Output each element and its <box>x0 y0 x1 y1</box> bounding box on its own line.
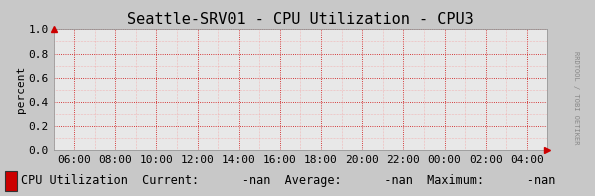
Text: RRDTOOL / TOBI OETIKER: RRDTOOL / TOBI OETIKER <box>573 51 579 145</box>
Title: Seattle-SRV01 - CPU Utilization - CPU3: Seattle-SRV01 - CPU Utilization - CPU3 <box>127 12 474 27</box>
Text: CPU Utilization  Current:      -nan  Average:      -nan  Maximum:      -nan: CPU Utilization Current: -nan Average: -… <box>21 174 556 187</box>
Bar <box>5 171 17 191</box>
Y-axis label: percent: percent <box>15 66 26 113</box>
